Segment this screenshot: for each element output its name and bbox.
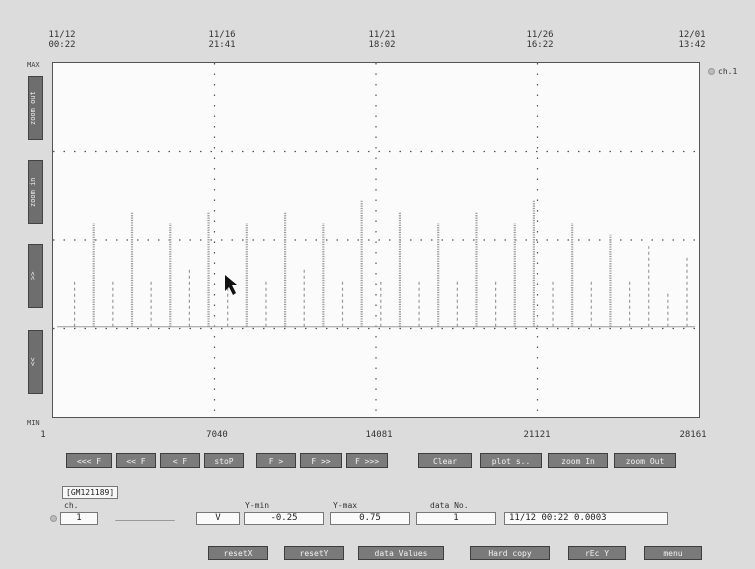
data-values-button[interactable]: data Values xyxy=(358,546,444,560)
grid xyxy=(53,63,699,417)
zoom-out-y-button[interactable]: zoom out xyxy=(28,76,43,140)
waveform-plot[interactable] xyxy=(52,62,700,418)
time-label: 11/16 21:41 xyxy=(208,30,236,50)
x-tick-label: 1 xyxy=(40,430,46,440)
forward-button[interactable]: F > xyxy=(256,453,296,468)
y-max-label: MAX xyxy=(27,61,40,69)
unit-field[interactable]: V xyxy=(196,512,240,525)
ymax-field[interactable]: 0.75 xyxy=(330,512,410,525)
menu-button[interactable]: menu xyxy=(644,546,702,560)
data-no-field[interactable]: 1 xyxy=(416,512,496,525)
zoom-in-button[interactable]: zoom In xyxy=(548,453,608,468)
plot-settings-button[interactable]: plot s.. xyxy=(480,453,542,468)
ymax-label: Y-max xyxy=(333,501,358,510)
record-y-button[interactable]: rEc Y xyxy=(568,546,626,560)
fast-forward-3-button[interactable]: F >>> xyxy=(346,453,388,468)
ymin-label: Y-min xyxy=(245,501,270,510)
reset-y-button[interactable]: resetY xyxy=(284,546,344,560)
rewind-button[interactable]: < F xyxy=(160,453,200,468)
zoom-out-button[interactable]: zoom Out xyxy=(614,453,676,468)
fast-rewind-3-button[interactable]: <<< F xyxy=(66,453,112,468)
x-tick-label: 21121 xyxy=(523,430,551,440)
y-min-label: MIN xyxy=(27,419,40,427)
stop-button[interactable]: stoP xyxy=(204,453,244,468)
x-tick-label: 7040 xyxy=(206,430,228,440)
time-label: 11/26 16:22 xyxy=(526,30,554,50)
clear-button[interactable]: Clear xyxy=(418,453,472,468)
channel-name-field[interactable]: ___________ xyxy=(115,512,175,522)
time-label: 11/12 00:22 xyxy=(48,30,76,50)
time-axis-top: 11/12 00:22 11/16 21:41 11/21 18:02 11/2… xyxy=(40,30,720,58)
reset-x-button[interactable]: resetX xyxy=(208,546,268,560)
zoom-in-y-button[interactable]: zoom in xyxy=(28,160,43,224)
scroll-down-button[interactable]: << xyxy=(28,330,43,394)
trace-series xyxy=(57,200,695,328)
cursor-readout: 11/12 00:22 0.0003 xyxy=(504,512,668,525)
fast-forward-2-button[interactable]: F >> xyxy=(300,453,342,468)
hard-copy-button[interactable]: Hard copy xyxy=(470,546,550,560)
ch-label: ch. xyxy=(64,501,79,510)
channel-select-radio[interactable] xyxy=(50,515,57,522)
x-axis-labels: 1 7040 14081 21121 28161 xyxy=(40,430,720,442)
data-no-label: data No. xyxy=(430,501,469,510)
mouse-cursor-icon xyxy=(225,275,237,295)
waveform-chart xyxy=(53,63,699,417)
record-id: [GM121189] xyxy=(62,486,119,499)
x-tick-label: 14081 xyxy=(365,430,393,440)
channel-label: ch.1 xyxy=(718,67,738,76)
time-label: 11/21 18:02 xyxy=(368,30,396,50)
x-tick-label: 28161 xyxy=(679,430,707,440)
fast-rewind-2-button[interactable]: << F xyxy=(116,453,156,468)
time-label: 12/01 13:42 xyxy=(678,30,706,50)
ymin-field[interactable]: -0.25 xyxy=(244,512,324,525)
channel-indicator-icon xyxy=(708,68,715,75)
channel-number-field[interactable]: 1 xyxy=(60,512,98,525)
scroll-up-button[interactable]: >> xyxy=(28,244,43,308)
